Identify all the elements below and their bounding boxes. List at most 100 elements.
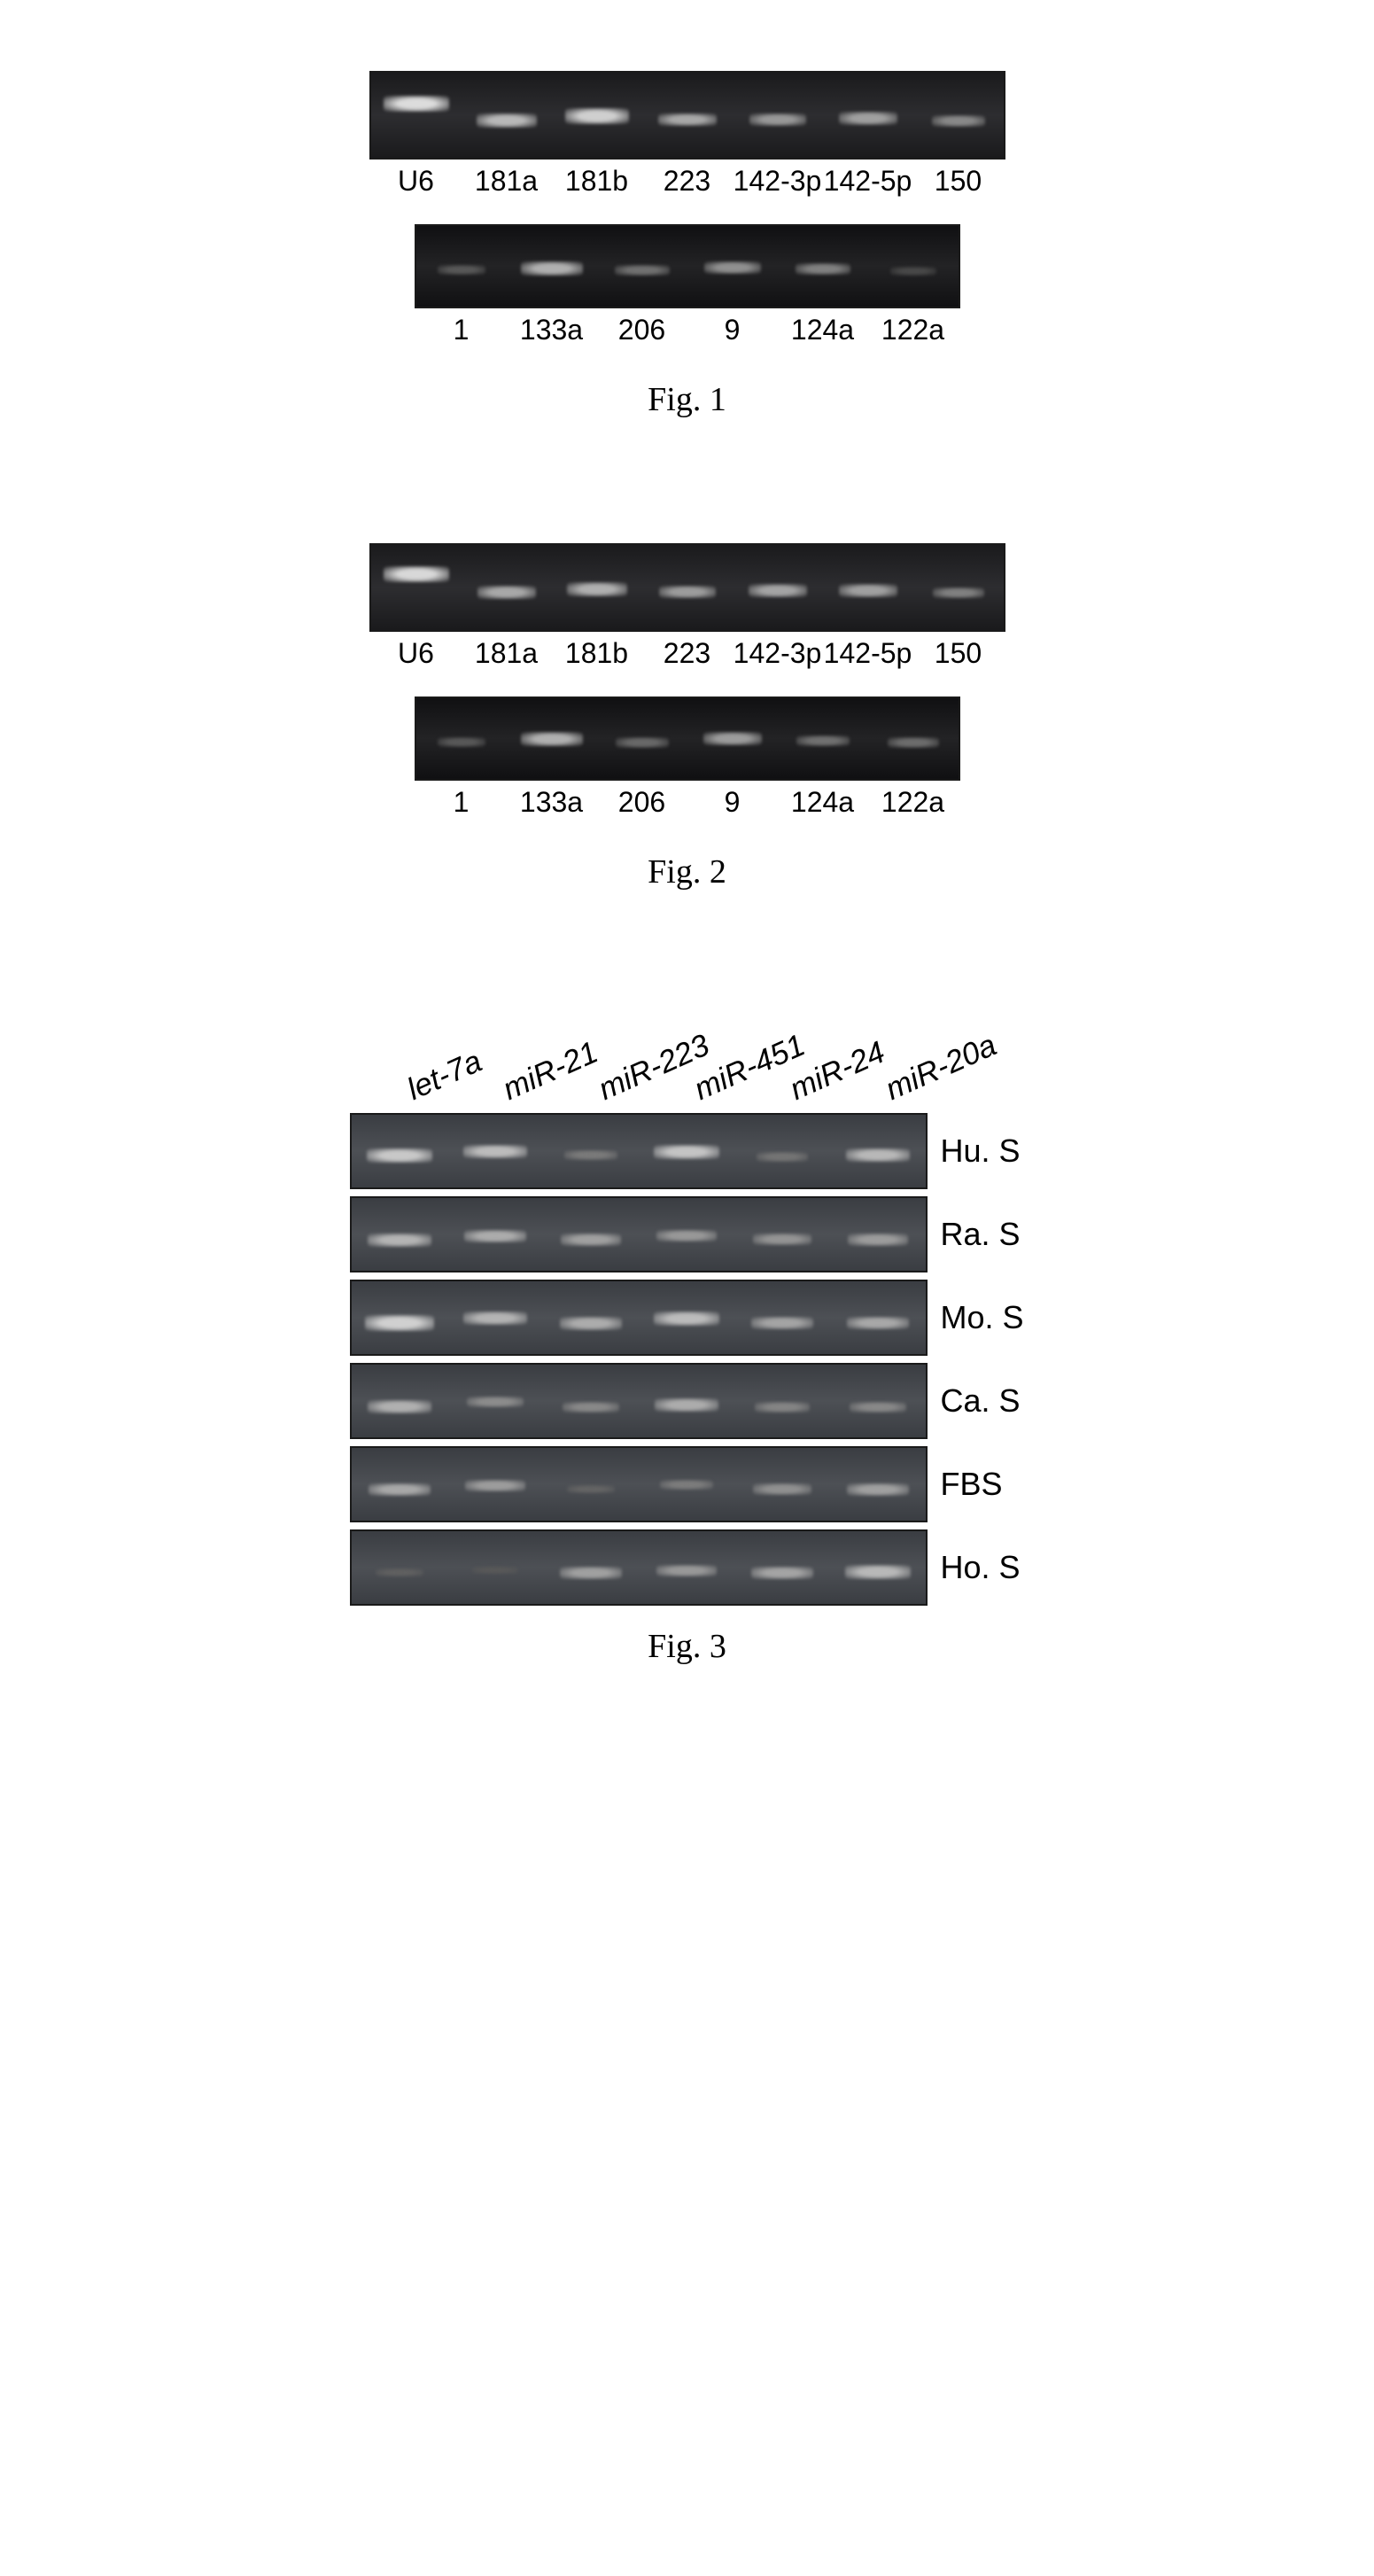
gel-band [616, 737, 669, 748]
row-label: Hu. S [940, 1132, 1020, 1170]
lane-label: 122a [868, 314, 959, 346]
gel-band [384, 96, 449, 112]
gel-lane [733, 73, 823, 161]
gel-strip [350, 1113, 928, 1189]
gel-band [933, 588, 984, 598]
gel-lane [830, 1115, 926, 1191]
column-header: miR-223 [593, 1028, 714, 1108]
lane-label: 181a [462, 165, 552, 198]
gel-lane [447, 1115, 543, 1191]
gel-lane [830, 1281, 926, 1358]
gel-band [753, 1483, 811, 1495]
gel-lane [447, 1365, 543, 1441]
gel-lane [371, 73, 462, 161]
gel-lane [734, 1365, 830, 1441]
gel-band [464, 1230, 526, 1242]
gel-lane [734, 1281, 830, 1358]
gel-lane [597, 698, 687, 782]
lane-label: 206 [597, 314, 687, 346]
gel-lane [352, 1198, 447, 1274]
lane-label: 1 [416, 786, 507, 819]
gel-lane [734, 1115, 830, 1191]
gel-strip [350, 1446, 928, 1522]
lane-label: 181b [552, 637, 642, 670]
gel-lane [639, 1448, 734, 1524]
gel-row: FBS [350, 1446, 1023, 1522]
gel-lane [830, 1531, 926, 1607]
gel-lane [687, 698, 778, 782]
gel-lane [543, 1365, 639, 1441]
lane-label: 206 [597, 786, 687, 819]
gel-band [654, 1145, 719, 1159]
gel-lane [352, 1365, 447, 1441]
gel-lane [868, 226, 959, 310]
gel-row: Ho. S [350, 1529, 1023, 1606]
gel-lane [734, 1198, 830, 1274]
gel-band [477, 113, 537, 128]
gel-band [839, 112, 897, 125]
figure-3-panel: let-7amiR-21miR-223miR-451miR-24miR-20a … [350, 1016, 1023, 1613]
gel-band [438, 737, 485, 747]
gel-band [467, 1397, 524, 1407]
lane-label: 150 [913, 637, 1004, 670]
gel-band [846, 1148, 910, 1162]
gel-lane [913, 73, 1004, 161]
figure-1: U6181a181b223142-3p142-5p150 1133a206912… [369, 71, 1005, 419]
lane-label: 124a [778, 314, 868, 346]
lane-label: 142-3p [733, 637, 823, 670]
gel-strip [350, 1363, 928, 1439]
gel-lane [352, 1448, 447, 1524]
gel-strip [369, 71, 1005, 160]
gel-band [365, 1315, 434, 1331]
gel-lane [352, 1531, 447, 1607]
gel-band [845, 1565, 911, 1579]
column-header: miR-20a [880, 1028, 1001, 1108]
gel-band [796, 263, 850, 275]
lane-label: 133a [507, 786, 597, 819]
lane-labels: U6181a181b223142-3p142-5p150 [371, 637, 1004, 670]
figure-2: U6181a181b223142-3p142-5p150 1133a206912… [369, 543, 1005, 891]
gel-band [560, 1317, 622, 1330]
gel-lane [371, 545, 462, 634]
lane-label: U6 [371, 637, 462, 670]
gel-band [564, 1150, 617, 1160]
figure-3: let-7amiR-21miR-223miR-451miR-24miR-20a … [350, 1016, 1023, 1666]
gel-band [655, 1398, 718, 1412]
lane-label: 181b [552, 165, 642, 198]
gel-band [368, 1234, 431, 1247]
gel-lane [823, 73, 913, 161]
gel-lane [543, 1531, 639, 1607]
lane-labels: 1133a2069124a122a [416, 314, 959, 346]
lane-label: 124a [778, 786, 868, 819]
gel-band [749, 584, 807, 597]
gel-lane [642, 545, 733, 634]
gel-lane [778, 226, 868, 310]
gel-band [839, 584, 897, 597]
figure-1-row-2: 1133a2069124a122a [415, 224, 960, 346]
gel-band [888, 737, 939, 748]
column-headers: let-7amiR-21miR-223miR-451miR-24miR-20a [400, 1016, 974, 1113]
gel-lane [830, 1448, 926, 1524]
gel-band [369, 1483, 431, 1496]
gel-band [521, 261, 583, 276]
column-header: miR-21 [497, 1035, 602, 1108]
gel-strip [415, 697, 960, 781]
gel-band [659, 586, 716, 598]
gel-lane [639, 1531, 734, 1607]
gel-band [438, 265, 485, 275]
gel-band [847, 1317, 909, 1329]
gel-lane [447, 1448, 543, 1524]
row-label: Ra. S [940, 1216, 1020, 1253]
gel-band [751, 1567, 813, 1579]
gel-band [796, 735, 850, 746]
gel-band [565, 108, 629, 124]
gel-lane [733, 545, 823, 634]
lane-label: 122a [868, 786, 959, 819]
gel-strip [415, 224, 960, 308]
lane-label: 142-3p [733, 165, 823, 198]
gel-band [757, 1152, 808, 1162]
gel-band [463, 1311, 527, 1325]
lane-label: 150 [913, 165, 1004, 198]
gel-lane [552, 73, 642, 161]
gel-band [847, 1483, 909, 1496]
